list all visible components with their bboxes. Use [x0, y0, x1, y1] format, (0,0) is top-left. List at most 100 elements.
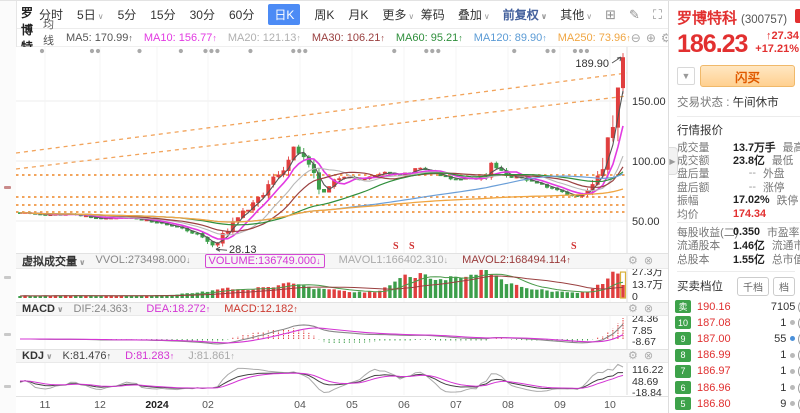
zoom-out-icon[interactable]: ⊖: [630, 30, 641, 45]
order-dot: [790, 385, 796, 391]
level-volume: 1: [780, 365, 787, 378]
left-rail[interactable]: [0, 1, 17, 413]
pencil-icon[interactable]: ✎: [628, 6, 640, 22]
quote-row: 盘后量 -- 外盘: [677, 167, 800, 180]
settings-icon[interactable]: ⚙: [628, 302, 638, 315]
period-tab-60分[interactable]: 60分: [228, 8, 255, 22]
chart-column[interactable]: 150.00 100.00 50.00 189.90 28.13 S S S 27.3万 13.7…: [16, 47, 668, 413]
period-tab-30分[interactable]: 30分: [189, 8, 215, 22]
order-book-row[interactable]: 5 186.80 9 (: [675, 396, 800, 412]
quote-row: 总股本 1.55亿总市值: [677, 252, 800, 266]
period-tab-5分[interactable]: 5分: [117, 8, 137, 22]
quote-label-2: 总市值: [771, 253, 800, 266]
quote-value: --: [748, 167, 756, 180]
order-book-row[interactable]: 8 186.99 1 (: [675, 347, 800, 363]
quote-row: 每股收益(二) 0.350 市盈率: [677, 222, 800, 239]
quote-label-2: 外盘: [763, 168, 785, 181]
level-price: 186.80: [697, 397, 731, 410]
svg-text:50.00: 50.00: [632, 216, 660, 228]
period-tab-15分[interactable]: 15分: [150, 8, 176, 22]
svg-text:0: 0: [632, 291, 638, 303]
chevron-down-icon: ∨: [97, 12, 104, 21]
quote-label: 振幅: [677, 195, 699, 208]
toolbar-item-筹码[interactable]: 筹码: [420, 8, 445, 22]
x-axis-label: 07: [450, 399, 462, 411]
broker-count-clipped: (: [797, 333, 800, 345]
order-dot: [790, 320, 796, 326]
close-icon[interactable]: ⊗: [643, 349, 654, 362]
period-toolbar: 分时 5日 ∨ 5分 15分 30分 60分 日K 周K 月K 更多 ∨ 筹码 叠加 ∨ 前复权 ∨ 其他 ∨ ⊞ ✎…: [17, 1, 668, 29]
period-tab-更多[interactable]: 更多 ∨: [382, 8, 415, 22]
quote-value: 23.8亿: [733, 155, 765, 168]
svg-text:116.22: 116.22: [632, 364, 663, 376]
toolbar-item-其他[interactable]: 其他 ∨: [560, 8, 593, 22]
macd-values: DIF:24.363↑ DEA:18.272↑ MACD:12.182↑: [74, 303, 298, 315]
x-axis-label: 08: [502, 399, 514, 411]
chevron-down-icon: ∨: [483, 12, 490, 21]
kdj-title[interactable]: KDJ ∨: [22, 350, 53, 362]
last-price: 186.23: [677, 30, 748, 58]
stock-code: (300757): [741, 14, 788, 26]
flash-buy-button[interactable]: 闪买: [700, 65, 795, 87]
order-book-row[interactable]: 6 186.96 1 (: [675, 379, 800, 395]
ma-legend-ma250: MA250: 73.96↑: [557, 31, 631, 44]
macd-title[interactable]: MACD ∨: [22, 303, 64, 315]
order-dot: [790, 336, 796, 342]
period-tab-分时[interactable]: 分时: [39, 8, 64, 22]
stock-name: 罗博特科: [677, 10, 738, 27]
chevron-down-icon: ∨: [79, 258, 86, 267]
x-axis: 11 12 2024 02 04 05 06 07 08 09 10: [16, 396, 668, 413]
order-book-row[interactable]: 卖 190.16 7105(: [675, 299, 800, 315]
level-price: 187.00: [697, 332, 731, 345]
level-volume: 9: [780, 397, 787, 410]
kdj-panel-header: KDJ ∨ K:81.476↑ D:81.283↑ J:81.861↑ ⚙ ⊗: [16, 349, 668, 363]
close-icon[interactable]: ⊗: [643, 302, 654, 315]
order-book-row[interactable]: 10 187.08 1 (: [675, 315, 800, 331]
settings-icon[interactable]: ⚙: [660, 30, 672, 45]
macd-panel-header: MACD ∨ DIF:24.363↑ DEA:18.272↑ MACD:12.182↑ ⚙…: [16, 302, 668, 316]
order-book-row[interactable]: 9 187.00 55 (: [675, 331, 800, 347]
trend-up-icon: ↑: [380, 32, 385, 43]
quote-value: 0.350: [733, 226, 761, 239]
toolbar-item-叠加[interactable]: 叠加 ∨: [457, 8, 490, 22]
period-tab-月K[interactable]: 月K: [348, 8, 369, 22]
period-tab-周K[interactable]: 周K: [314, 8, 335, 22]
volume-value: VVOL:273498.000↓: [95, 254, 191, 266]
rail-mark: [4, 385, 11, 388]
sell-level-badge: 10: [675, 316, 691, 330]
quote-value: 1.46亿: [733, 240, 765, 253]
period-tab-5日[interactable]: 5日 ∨: [77, 8, 104, 22]
order-dot: [790, 352, 796, 358]
volume-value: MAVOL1:166402.310↓: [338, 254, 449, 266]
settings-icon[interactable]: ⚙: [628, 254, 638, 267]
order-book-row[interactable]: 7 186.97 1 (: [675, 363, 800, 379]
level-volume: 55: [774, 332, 787, 345]
svg-text:24.36: 24.36: [632, 313, 658, 325]
quote-label: 流通股本: [677, 240, 721, 253]
trade-options-icon[interactable]: ▼: [677, 67, 695, 85]
quote-label-2: 最低: [771, 155, 794, 168]
grid-icon[interactable]: ⊞: [605, 6, 616, 22]
chevron-down-icon: ∨: [57, 305, 64, 314]
quote-label: 总股本: [677, 253, 710, 266]
volume-title[interactable]: 虚拟成交量 ∨: [22, 256, 86, 268]
macd-value: DEA:18.272↑: [146, 303, 211, 315]
settings-icon[interactable]: ⚙: [628, 349, 638, 362]
thousand-levels-button[interactable]: 千档: [737, 276, 769, 296]
svg-text:150.00: 150.00: [632, 96, 666, 108]
quote-panel: ▶ 罗博特科 (300757) 186.23 ↑27.34 +17.21% ▼ …: [668, 1, 800, 413]
toolbar-item-前复权[interactable]: 前复权 ∨: [502, 8, 548, 22]
svg-text:S: S: [571, 241, 577, 252]
x-axis-label: 10: [604, 399, 616, 411]
clipped-button[interactable]: 档: [773, 276, 795, 296]
zoom-in-icon[interactable]: ⊕: [645, 30, 656, 45]
expand-icon[interactable]: ⛶: [652, 6, 662, 22]
close-icon[interactable]: ⊗: [643, 254, 654, 267]
order-dot: [790, 401, 796, 407]
period-tab-日K[interactable]: 日K: [268, 4, 301, 25]
svg-text:S: S: [409, 241, 415, 252]
panel-collapse-handle[interactable]: ▶: [669, 147, 678, 175]
margin-tag-clipped: [795, 9, 800, 23]
rail-mark: [4, 333, 11, 336]
